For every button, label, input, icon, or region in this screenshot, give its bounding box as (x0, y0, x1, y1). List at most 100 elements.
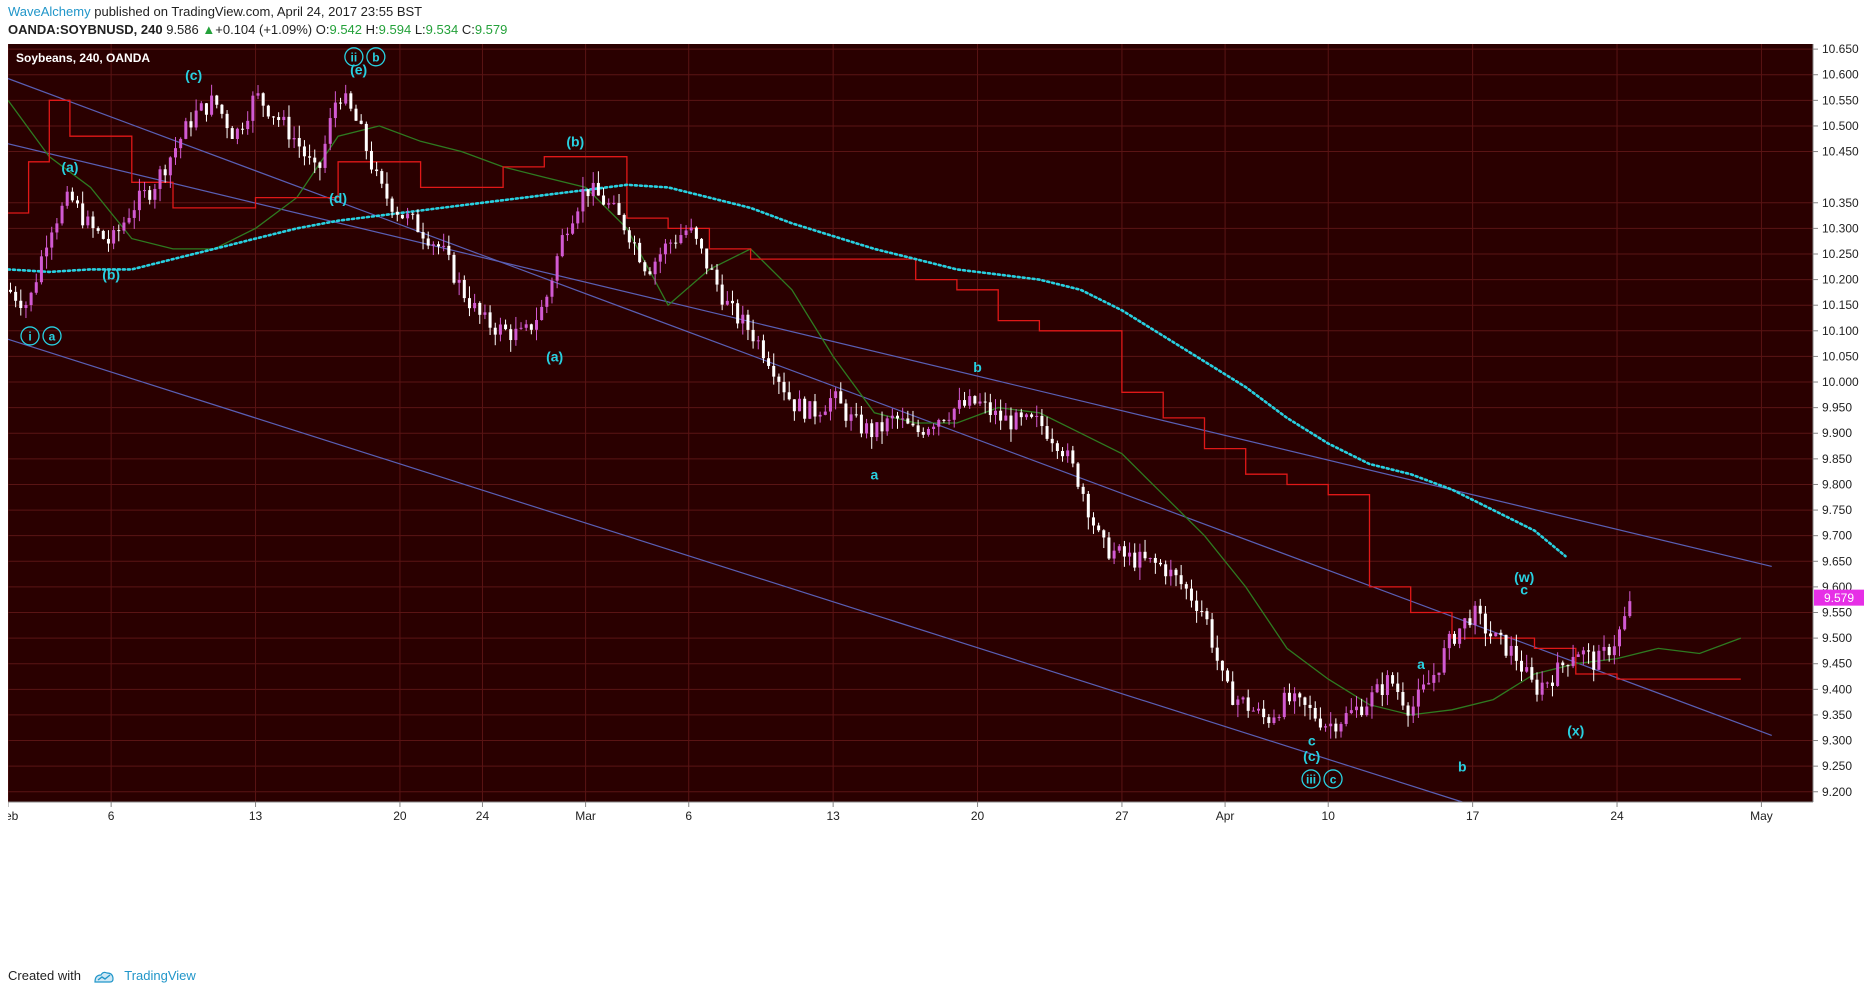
candle-body (679, 235, 683, 244)
candle-body (1468, 618, 1472, 626)
time-axis[interactable]: Feb 6 13 20 24 Mar 6 13 20 27 Apr 10 17 24 May (8, 801, 1868, 964)
candle-body (710, 268, 714, 270)
footer: Created with TradingView (8, 968, 408, 992)
price-tick-label: 9.950 (1822, 401, 1852, 415)
candle-body (1226, 670, 1230, 682)
candle-body (421, 232, 425, 239)
low-value: 9.534 (425, 22, 459, 37)
candle-body (999, 410, 1003, 421)
price-tick-label: 9.250 (1822, 759, 1852, 773)
wave-label: c (1520, 582, 1528, 598)
candle-body (437, 244, 441, 247)
candle-body (581, 189, 585, 212)
candle-body (689, 227, 693, 231)
circled-wave-ring (344, 47, 364, 67)
candle-body (1489, 633, 1493, 637)
candle-body (1081, 486, 1085, 494)
candle-body (462, 279, 466, 299)
chart-header: WaveAlchemy published on TradingView.com… (8, 2, 1868, 42)
chart-area[interactable]: (c) (a) (b) (d) (e) (b) (a) a b c (c) a b (w) c (x) i a ii… (8, 44, 1868, 964)
candle-body (643, 262, 647, 272)
price-tick-label: 9.650 (1822, 554, 1852, 568)
chart-title: Soybeans, 240, OANDA (16, 51, 150, 65)
candle-body (1370, 692, 1374, 707)
candle-body (1071, 450, 1075, 464)
candle-body (194, 110, 198, 128)
candle-body (251, 95, 255, 121)
candle-body (349, 93, 353, 109)
candle-body (1427, 682, 1431, 685)
candle-body (1050, 438, 1054, 444)
candle-body (787, 392, 791, 400)
price-tick-label: 9.400 (1822, 682, 1852, 696)
candle-body (318, 162, 322, 168)
candle-body (947, 419, 951, 421)
author-link[interactable]: WaveAlchemy (8, 4, 91, 19)
candle-body (1189, 588, 1193, 601)
price-tick-label: 10.050 (1822, 349, 1859, 363)
time-tick-label: May (1750, 809, 1773, 823)
candle-body (375, 169, 379, 172)
wave-labels: (c)(a)(b)(d)(e)(b)(a)abc(c)ab(w)c(x)i aii… (20, 47, 1584, 789)
candle-body (1251, 710, 1255, 712)
candle-body (220, 104, 224, 114)
candle-body (1623, 616, 1627, 630)
candle-body (751, 329, 755, 342)
tradingview-link[interactable]: TradingView (124, 968, 196, 983)
candle-body (1262, 708, 1266, 718)
candle-body (132, 210, 136, 218)
price-tick-label: 9.550 (1822, 606, 1852, 620)
candle-body (29, 292, 33, 306)
candle-body (168, 157, 172, 176)
candle-body (1210, 619, 1214, 648)
time-tick-label: Feb (8, 809, 19, 823)
candle-body (653, 261, 657, 275)
close-value: 9.579 (474, 22, 508, 37)
price-tick-label: 9.900 (1822, 426, 1852, 440)
candle-body (674, 242, 678, 244)
chart-svg[interactable]: (c)(a)(b)(d)(e)(b)(a)abc(c)ab(w)c(x)i aii… (8, 44, 1868, 964)
candle-body (122, 222, 126, 231)
candle-body (705, 248, 709, 269)
candle-body (1267, 717, 1271, 724)
candle-body (978, 401, 982, 404)
wave-label: (b) (566, 133, 584, 149)
price-tick-label: 9.450 (1822, 657, 1852, 671)
candle-body (1597, 650, 1601, 670)
candle-body (385, 183, 389, 199)
circled-wave-ring (1323, 769, 1343, 789)
candle-body (406, 213, 410, 219)
candle-body (1442, 648, 1446, 673)
candle-body (1153, 557, 1157, 563)
candle-body (55, 223, 59, 233)
candle-body (184, 121, 188, 139)
candle-body (1128, 552, 1132, 557)
candle-body (1545, 682, 1549, 684)
candle-body (1525, 667, 1529, 672)
candle-body (1102, 530, 1106, 538)
candle-body (859, 414, 863, 434)
candle-body (993, 410, 997, 416)
indicator-lines (8, 99, 1742, 716)
candle-body (400, 214, 404, 219)
grid (8, 44, 1813, 802)
candle-body (808, 401, 812, 419)
tradingview-logo-icon (94, 971, 114, 983)
wave-label: c (1308, 733, 1316, 749)
wave-label: (c) (1303, 748, 1320, 764)
candle-body (1009, 415, 1013, 430)
candle-body (756, 340, 760, 342)
candle-body (153, 188, 157, 200)
wave-label: a (1417, 656, 1425, 672)
wave-label: b (973, 359, 982, 375)
candle-body (1024, 414, 1028, 418)
candle-body (844, 403, 848, 421)
price-tick-label: 10.550 (1822, 93, 1859, 107)
candle-body (736, 303, 740, 324)
candle-body (834, 391, 838, 399)
price-tick-label: 10.650 (1822, 44, 1859, 56)
price-tick-label: 9.300 (1822, 734, 1852, 748)
candle-body (896, 415, 900, 419)
candle-body (1329, 723, 1333, 727)
candle-body (431, 244, 435, 246)
